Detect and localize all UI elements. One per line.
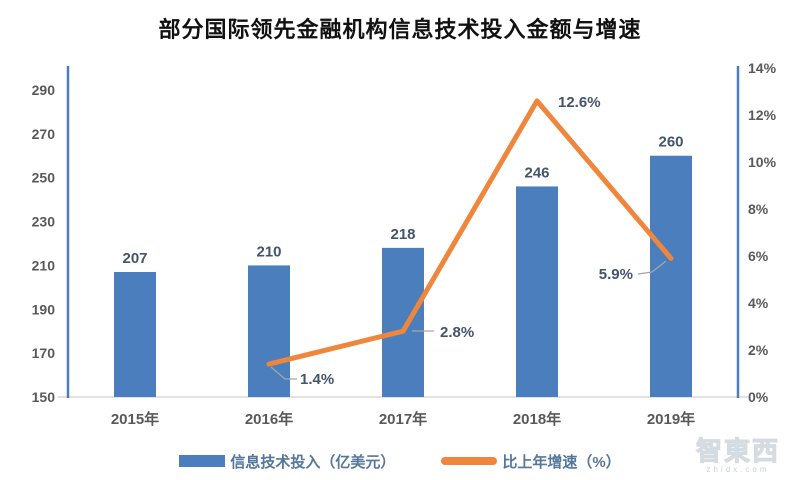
right-axis-tick-label: 2% [748,342,769,358]
line-value-label: 2.8% [440,324,474,341]
left-axis-tick-label: 290 [32,82,56,98]
legend-item-growth-rate: 比上年增速（%） [441,451,621,472]
right-axis-tick-label: 10% [748,154,777,170]
x-axis-label: 2015年 [111,410,159,428]
label-leader-line [637,260,667,275]
x-axis-label: 2019年 [647,410,695,428]
watermark-url: zhidx.com [706,465,770,474]
bar-2015年 [114,271,156,397]
line-value-label: 12.6% [558,94,601,111]
x-axis-label: 2018年 [513,410,561,428]
legend-item-it-investment: 信息技术投入（亿美元） [179,451,395,472]
left-axis-tick-label: 170 [32,345,56,361]
bar-value-label: 207 [122,250,147,267]
chart-title: 部分国际领先金融机构信息技术投入金额与增速 [158,17,642,42]
bar-2017年 [382,247,424,397]
bar-2018年 [516,186,558,397]
chart-legend: 信息技术投入（亿美元） 比上年增速（%） [0,448,800,474]
growth-line [266,98,674,367]
right-axis-tick-label: 4% [748,295,769,311]
legend-label-it-investment: 信息技术投入（亿美元） [230,453,396,471]
watermark-text: 智東西 [695,436,780,467]
left-axis-tick-label: 230 [32,214,56,230]
right-axis-tick-label: 6% [748,248,769,264]
bar-series-swatch [179,455,226,467]
bar-value-label: 218 [390,226,415,243]
bar-value-label: 260 [658,134,683,151]
right-axis-tick-label: 0% [748,389,769,405]
legend-label-growth-rate: 比上年增速（%） [502,453,621,471]
bar-value-label: 246 [524,164,549,181]
right-axis-tick-label: 12% [748,107,777,123]
x-axis-label: 2016年 [245,410,293,428]
left-axis-tick-label: 270 [32,126,56,142]
bar-value-label: 210 [256,243,281,260]
right-axis-tick-label: 8% [748,201,769,217]
line-series-swatch [441,457,498,465]
bar-2019年 [650,155,692,397]
left-axis-tick-label: 150 [32,389,56,405]
label-leader-line [270,366,297,380]
left-axis-tick-label: 190 [32,301,56,317]
watermark-logo: 智東西 zhidx.com [682,431,794,475]
left-axis-tick-label: 210 [32,257,56,273]
line-value-label: 1.4% [300,371,334,388]
right-axis-tick-label: 14% [748,60,777,76]
x-axis-label: 2017年 [379,410,427,428]
bar-2016年 [248,265,290,397]
left-axis-tick-label: 250 [32,170,56,186]
line-value-label: 5.9% [599,266,633,283]
